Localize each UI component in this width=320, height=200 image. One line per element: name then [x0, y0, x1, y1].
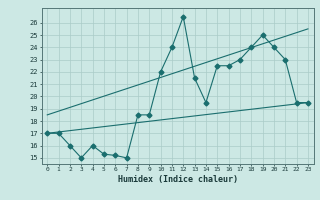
- X-axis label: Humidex (Indice chaleur): Humidex (Indice chaleur): [118, 175, 237, 184]
